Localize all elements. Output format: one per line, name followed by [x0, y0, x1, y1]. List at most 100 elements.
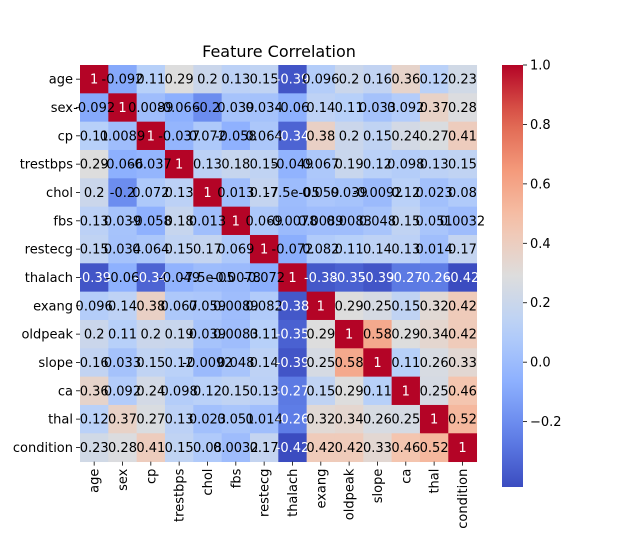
colorbar-tick-label: 0.8: [530, 118, 551, 133]
heatmap-cell-condition-ca: [391, 433, 421, 463]
cell-value-label: 0.013: [217, 186, 254, 201]
heatmap-cell-sex-thal: [419, 93, 449, 123]
cell-value-label: 0.27: [136, 413, 165, 428]
heatmap-cell-condition-trestbps: [164, 433, 194, 463]
cell-value-label: -0.38: [304, 271, 338, 286]
cell-value-label: 1: [288, 271, 296, 286]
heatmap-cell-exang-oldpeak: [334, 291, 364, 321]
cell-value-label: -0.2: [110, 186, 135, 201]
cell-value-label: 0.14: [306, 101, 335, 116]
cell-value-label: -0.2: [195, 101, 220, 116]
heatmap-cell-condition-thal: [419, 433, 449, 463]
cell-value-label: -0.42: [446, 271, 480, 286]
heatmap-cell-trestbps-exang: [306, 149, 336, 179]
heatmap-cell-chol-thal: [419, 178, 449, 208]
colorbar-tick-label: 0.2: [530, 296, 551, 311]
heatmap-cell-fbs-cp: [136, 206, 166, 236]
cell-value-label: 0.52: [448, 413, 477, 428]
cell-value-label: -0.058: [130, 214, 172, 229]
heatmap-cell-slope-restecg: [249, 348, 279, 378]
x-axis: age sex cp trestbps chol fbs restecg thalach exa…: [88, 461, 471, 529]
cell-value-label: 0.29: [335, 299, 364, 314]
cell-value-label: 0.059: [189, 299, 226, 314]
heatmap-cell-exang-age: [80, 291, 109, 321]
heatmap-cell-exang-restecg: [249, 291, 279, 321]
cell-value-label: 0.46: [391, 441, 420, 456]
cell-value-label: 1: [317, 299, 325, 314]
cell-value-label: 0.2: [339, 129, 360, 144]
cell-value-label: 0.29: [306, 328, 335, 343]
heatmap-cell-cp-ca: [391, 121, 421, 151]
cell-value-label: 0.0083: [213, 328, 259, 343]
heatmap-cell-condition-oldpeak: [334, 433, 364, 463]
cell-value-label: -0.037: [158, 129, 200, 144]
heatmap-cell-ca-thal: [419, 376, 449, 406]
x-tick-label-ca: ca: [399, 469, 414, 484]
heatmap-cell-age-trestbps: [164, 65, 194, 94]
heatmap-cell-exang-condition: [448, 291, 478, 321]
cell-value-label: 0.064: [246, 129, 283, 144]
cell-value-label: 0.11: [363, 384, 392, 399]
x-tick-label-cp: cp: [144, 469, 159, 484]
heatmap-cell-sex-cp: [136, 93, 166, 123]
cell-value-label: 0.16: [363, 73, 392, 88]
heatmap-cell-restecg-restecg: [249, 234, 279, 264]
heatmap-cell-chol-thalach: [278, 178, 308, 208]
heatmap-cell-ca-slope: [363, 376, 393, 406]
cell-value-label: 0.12: [165, 356, 194, 371]
heatmap-cell-fbs-chol: [193, 206, 223, 236]
cell-value-label: 0.13: [193, 158, 222, 173]
cell-value-label: 0.41: [136, 441, 165, 456]
colorbar-tick-label: 0.0: [530, 356, 551, 371]
cell-value-label: 0.25: [391, 413, 420, 428]
cell-value-label: 0.25: [420, 384, 449, 399]
heatmap-cell-condition-chol: [193, 433, 223, 463]
heatmap-cell-ca-trestbps: [164, 376, 194, 406]
cell-value-label: 0.17: [448, 243, 477, 258]
cell-value-label: 1: [147, 129, 155, 144]
cell-value-label: 0.15: [165, 243, 194, 258]
heatmap-cell-trestbps-fbs: [221, 149, 251, 179]
y-tick-label-ca: ca: [58, 384, 73, 399]
cell-value-label: -0.049: [158, 271, 200, 286]
heatmap-cell-thal-chol: [193, 404, 223, 434]
cell-value-label: 0.092: [104, 384, 141, 399]
heatmap-cell-thalach-slope: [363, 263, 393, 293]
cell-value-label: 0.15: [306, 384, 335, 399]
heatmap-cell-thalach-ca: [391, 263, 421, 293]
y-tick-label-chol: chol: [46, 186, 73, 201]
cell-value-label: 0.0089: [213, 299, 259, 314]
heatmap-cell-cp-fbs: [221, 121, 251, 151]
heatmap-cell-restecg-trestbps: [164, 234, 194, 264]
heatmap-cell-slope-condition: [448, 348, 478, 378]
cell-value-label: 0.08: [448, 186, 477, 201]
heatmap-cell-age-ca: [391, 65, 421, 94]
heatmap-cell-thalach-condition: [448, 263, 478, 293]
heatmap-cell-thalach-cp: [136, 263, 166, 293]
cell-value-label: 0.082: [302, 243, 339, 258]
heatmap-cell-chol-trestbps: [164, 178, 194, 208]
cell-value-label: 0.23: [448, 73, 477, 88]
heatmap-cell-trestbps-chol: [193, 149, 223, 179]
cell-value-label: 0.048: [359, 214, 396, 229]
heatmap-cell-chol-fbs: [221, 178, 251, 208]
cell-value-label: -0.39: [276, 356, 310, 371]
x-tick-label-trestbps: trestbps: [173, 468, 188, 522]
cell-value-label: 0.0032: [213, 441, 259, 456]
heatmap-cell-fbs-exang: [306, 206, 336, 236]
heatmap-cell-thal-restecg: [249, 404, 279, 434]
heatmap-cell-cp-cp: [136, 121, 166, 151]
colorbar-tick-label: −0.2: [530, 415, 562, 430]
cell-value-label: 0.26: [420, 356, 449, 371]
cell-value-label: 0.12: [363, 158, 392, 173]
cell-value-label: -0.39: [361, 271, 395, 286]
heatmap-cell-oldpeak-cp: [136, 319, 166, 349]
cell-value-label: 0.2: [197, 73, 218, 88]
cell-value-label: 0.13: [165, 186, 194, 201]
heatmap-cell-thal-cp: [136, 404, 166, 434]
heatmap-cell-condition-restecg: [249, 433, 279, 463]
heatmap-cell-slope-thalach: [278, 348, 308, 378]
cell-value-label: 0.17: [193, 243, 222, 258]
heatmap-cell-trestbps-oldpeak: [334, 149, 364, 179]
heatmap-cell-slope-sex: [108, 348, 138, 378]
